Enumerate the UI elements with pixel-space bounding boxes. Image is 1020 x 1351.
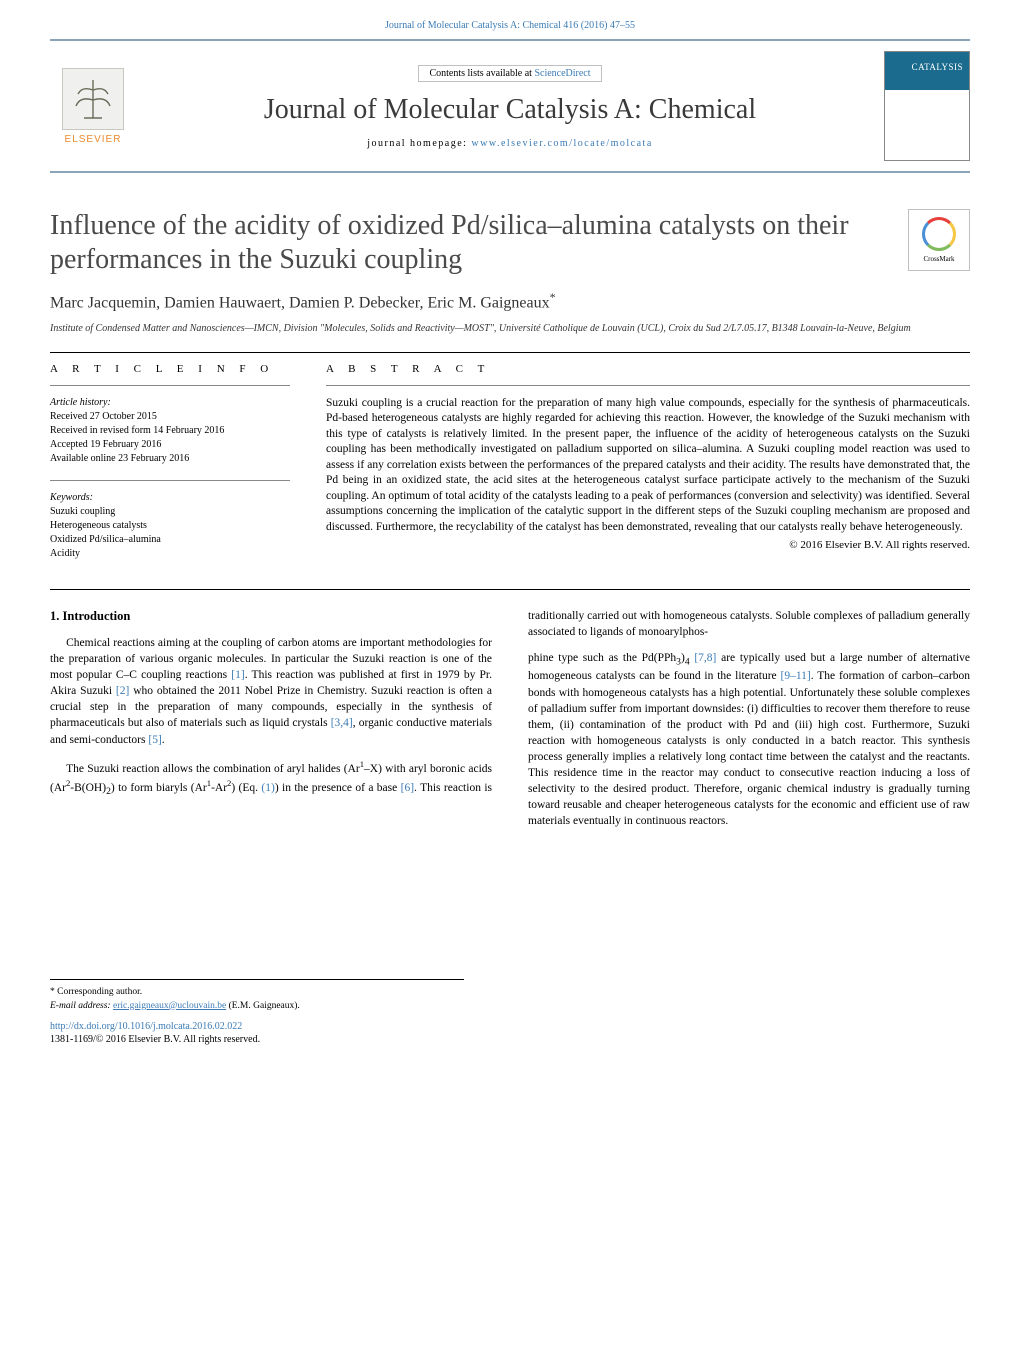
keyword: Acidity (50, 547, 290, 561)
p2-g: ) in the presence of a base (275, 781, 401, 793)
keywords-label: Keywords: (50, 491, 290, 505)
ref-link[interactable]: [9–11] (781, 670, 811, 682)
history-label: Article history: (50, 396, 290, 410)
elsevier-logo: ELSEVIER (50, 58, 136, 154)
journal-banner: ELSEVIER Contents lists available at Sci… (50, 39, 970, 173)
divider (50, 352, 970, 353)
history-received: Received 27 October 2015 (50, 410, 290, 424)
history-online: Available online 23 February 2016 (50, 452, 290, 466)
abstract-label: A B S T R A C T (326, 363, 970, 375)
article-info-column: A R T I C L E I N F O Article history: R… (50, 363, 290, 575)
divider (50, 385, 290, 386)
crossmark-badge[interactable]: CrossMark (908, 209, 970, 271)
journal-homepage: journal homepage: www.elsevier.com/locat… (150, 138, 870, 149)
p2-f: ) (Eq. (231, 781, 261, 793)
ref-link[interactable]: [7,8] (694, 652, 716, 664)
article-title: Influence of the acidity of oxidized Pd/… (50, 209, 888, 276)
p2-d: ) to form biaryls (Ar (111, 781, 207, 793)
paragraph: Chemical reactions aiming at the couplin… (50, 635, 492, 748)
journal-title: Journal of Molecular Catalysis A: Chemic… (150, 94, 870, 126)
banner-center: Contents lists available at ScienceDirec… (150, 63, 870, 149)
ref-link[interactable]: [3,4] (331, 717, 353, 729)
p3-c: [7,8] are typically used but a large num… (528, 652, 970, 828)
divider (50, 589, 970, 590)
keywords-block: Keywords: Suzuki coupling Heterogeneous … (50, 491, 290, 561)
eq-link[interactable]: (1) (261, 781, 274, 793)
ref-link[interactable]: [6] (401, 781, 414, 793)
author-list: Marc Jacquemin, Damien Hauwaert, Damien … (50, 290, 970, 312)
keyword: Oxidized Pd/silica–alumina (50, 533, 290, 547)
ref-link[interactable]: [5] (148, 734, 161, 746)
divider (50, 480, 290, 481)
article-info-label: A R T I C L E I N F O (50, 363, 290, 375)
email-line: E-mail address: eric.gaigneaux@uclouvain… (50, 1000, 464, 1013)
section-heading-intro: 1. Introduction (50, 608, 492, 626)
p2-a: The Suzuki reaction allows the combinati… (66, 763, 360, 775)
crossmark-ring-icon (922, 217, 956, 251)
abstract-column: A B S T R A C T Suzuki coupling is a cru… (326, 363, 970, 575)
p2-c: -B(OH) (70, 781, 106, 793)
divider (326, 385, 970, 386)
sciencedirect-link[interactable]: ScienceDirect (534, 68, 590, 79)
email-label: E-mail address: (50, 1001, 113, 1011)
p1-text: Chemical reactions aiming at the couplin… (50, 637, 492, 746)
corresponding-author-note: * Corresponding author. (50, 986, 464, 999)
body-text: 1. Introduction Chemical reactions aimin… (50, 608, 970, 830)
elsevier-wordmark: ELSEVIER (65, 134, 122, 145)
elsevier-tree-icon (62, 68, 124, 130)
ref-link[interactable]: [1] (231, 669, 244, 681)
running-header: Journal of Molecular Catalysis A: Chemic… (50, 20, 970, 31)
cover-title-text: CATALYSIS (891, 62, 963, 72)
history-revised: Received in revised form 14 February 201… (50, 424, 290, 438)
ref-link[interactable]: [2] (116, 685, 129, 697)
homepage-label: journal homepage: (367, 138, 471, 149)
paragraph: phine type such as the Pd(PPh3)4 [7,8] a… (528, 650, 970, 830)
authors-text: Marc Jacquemin, Damien Hauwaert, Damien … (50, 295, 550, 312)
doi-link[interactable]: http://dx.doi.org/10.1016/j.molcata.2016… (50, 1021, 970, 1032)
p2-e: -Ar (211, 781, 227, 793)
history-accepted: Accepted 19 February 2016 (50, 438, 290, 452)
footnotes: * Corresponding author. E-mail address: … (50, 979, 464, 1013)
homepage-link[interactable]: www.elsevier.com/locate/molcata (471, 138, 652, 149)
journal-cover-thumbnail: CATALYSIS (884, 51, 970, 161)
affiliation: Institute of Condensed Matter and Nanosc… (50, 323, 970, 334)
email-link[interactable]: eric.gaigneaux@uclouvain.be (113, 1001, 226, 1011)
crossmark-label: CrossMark (923, 255, 954, 263)
p3-a: phine type such as the Pd(PPh (528, 652, 676, 664)
keyword: Heterogeneous catalysts (50, 519, 290, 533)
abstract-text: Suzuki coupling is a crucial reaction fo… (326, 396, 970, 536)
contents-prefix: Contents lists available at (429, 68, 534, 79)
abstract-copyright: © 2016 Elsevier B.V. All rights reserved… (326, 539, 970, 551)
article-history: Article history: Received 27 October 201… (50, 396, 290, 466)
contents-available-line: Contents lists available at ScienceDirec… (418, 65, 601, 82)
email-author: (E.M. Gaigneaux). (226, 1001, 300, 1011)
corr-marker: * (550, 290, 556, 304)
keyword: Suzuki coupling (50, 505, 290, 519)
issn-copyright: 1381-1169/© 2016 Elsevier B.V. All right… (50, 1034, 970, 1045)
